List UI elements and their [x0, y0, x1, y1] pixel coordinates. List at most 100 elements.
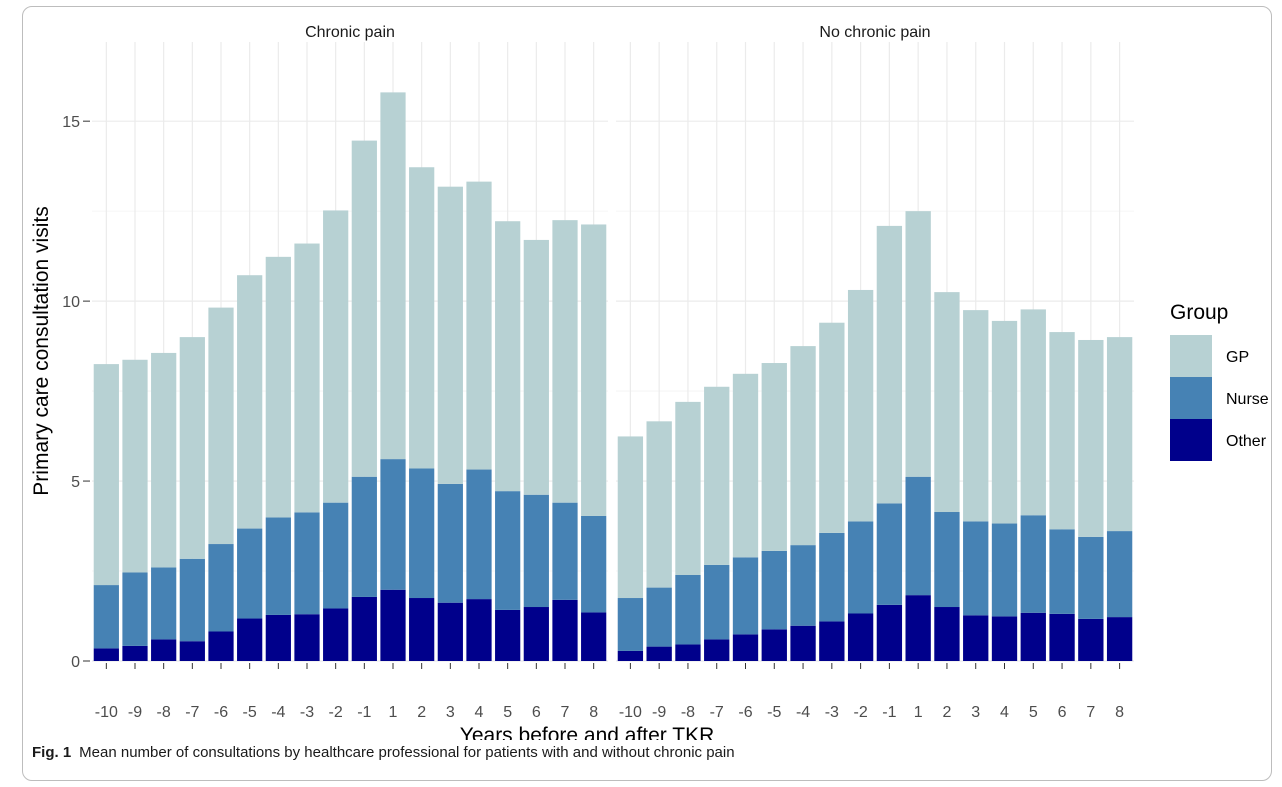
bar-no-chronic-nurse — [675, 574, 701, 645]
x-tick-label-no-chronic: -3 — [825, 704, 839, 721]
bar-chronic-other — [466, 599, 492, 661]
bar-chronic-other — [294, 614, 320, 661]
bar-no-chronic-gp — [1078, 339, 1104, 537]
bar-chronic-nurse — [523, 494, 549, 608]
bar-no-chronic-nurse — [790, 545, 816, 626]
bar-no-chronic-nurse — [991, 523, 1018, 617]
bar-no-chronic-gp — [704, 386, 730, 565]
bar-chronic-nurse — [552, 502, 578, 600]
bar-no-chronic-gp — [819, 322, 845, 533]
bar-no-chronic-gp — [646, 421, 672, 588]
bar-chronic-gp — [208, 307, 234, 545]
bar-no-chronic-other — [963, 615, 989, 661]
bar-no-chronic-nurse — [761, 550, 787, 630]
bar-chronic-gp — [581, 224, 607, 516]
bar-chronic-other — [122, 645, 148, 661]
bar-chronic-nurse — [208, 544, 234, 632]
bar-chronic-other — [495, 609, 521, 661]
bar-chronic-other — [552, 599, 578, 661]
x-tick-label-chronic: -8 — [157, 704, 171, 721]
x-tick-label-no-chronic: 5 — [1029, 704, 1038, 721]
x-tick-label-no-chronic: 4 — [1000, 704, 1009, 721]
legend-swatch-nurse — [1170, 377, 1212, 419]
x-tick-label-chronic: 7 — [561, 704, 570, 721]
bar-chronic-gp — [523, 239, 549, 495]
bar-no-chronic-gp — [847, 289, 874, 522]
bar-chronic-gp — [93, 364, 119, 586]
bar-no-chronic-gp — [1049, 332, 1075, 530]
x-tick-label-chronic: 2 — [417, 704, 426, 721]
x-tick-label-chronic: -5 — [243, 704, 257, 721]
bar-no-chronic-other — [617, 650, 644, 661]
bar-chronic-nurse — [495, 491, 521, 610]
bar-no-chronic-other — [790, 625, 816, 661]
bar-chronic-gp — [151, 352, 177, 568]
x-tick-label-no-chronic: -1 — [882, 704, 896, 721]
bar-chronic-gp — [409, 167, 435, 469]
bar-no-chronic-gp — [991, 320, 1018, 524]
bar-no-chronic-gp — [761, 363, 787, 551]
legend-label: Nurse — [1226, 391, 1269, 408]
x-tick-label-chronic: 4 — [475, 704, 484, 721]
x-tick-label-chronic: -9 — [128, 704, 142, 721]
bar-chronic-nurse — [437, 483, 463, 603]
x-tick-label-chronic: -10 — [95, 704, 118, 721]
bar-chronic-nurse — [265, 517, 291, 615]
x-tick-label-no-chronic: 2 — [942, 704, 951, 721]
bar-chronic-gp — [323, 210, 349, 503]
panel-title: No chronic pain — [819, 24, 930, 41]
bar-no-chronic-other — [761, 629, 787, 661]
x-tick-label-no-chronic: -6 — [738, 704, 752, 721]
bar-chronic-gp — [351, 140, 377, 477]
legend-swatch-other — [1170, 419, 1212, 461]
bar-no-chronic-other — [704, 639, 730, 661]
x-tick-label-no-chronic: 3 — [971, 704, 980, 721]
x-tick-label-chronic: 6 — [532, 704, 541, 721]
x-tick-label-chronic: 1 — [389, 704, 398, 721]
bar-chronic-other — [151, 639, 177, 661]
x-tick-label-chronic: -2 — [329, 704, 343, 721]
bar-no-chronic-nurse — [905, 476, 931, 596]
bar-no-chronic-gp — [876, 225, 903, 504]
x-tick-label-no-chronic: 7 — [1086, 704, 1095, 721]
bar-chronic-gp — [552, 220, 578, 503]
bar-no-chronic-other — [732, 634, 759, 661]
bar-no-chronic-other — [905, 595, 931, 661]
bar-no-chronic-other — [876, 604, 903, 661]
x-tick-label-no-chronic: -2 — [853, 704, 867, 721]
bar-no-chronic-gp — [790, 346, 816, 546]
bar-no-chronic-gp — [617, 436, 644, 599]
bar-chronic-other — [581, 612, 607, 661]
bar-chronic-gp — [294, 243, 320, 513]
bar-chronic-other — [437, 602, 463, 661]
x-tick-label-chronic: -1 — [357, 704, 371, 721]
bar-chronic-gp — [437, 186, 463, 484]
x-tick-label-chronic: 3 — [446, 704, 455, 721]
x-tick-label-chronic: -3 — [300, 704, 314, 721]
legend-label: Other — [1226, 433, 1267, 450]
bar-chronic-other — [323, 608, 349, 661]
y-axis-title: Primary care consultation visits — [30, 206, 53, 495]
bar-no-chronic-nurse — [1020, 515, 1046, 613]
bar-chronic-gp — [380, 92, 406, 460]
x-tick-label-no-chronic: 8 — [1115, 704, 1124, 721]
bar-no-chronic-gp — [1106, 337, 1133, 532]
bar-chronic-gp — [265, 256, 291, 518]
bar-no-chronic-nurse — [847, 521, 874, 614]
bar-no-chronic-gp — [934, 292, 960, 513]
bar-chronic-nurse — [581, 515, 607, 613]
bar-chronic-gp — [495, 221, 521, 492]
bar-no-chronic-other — [991, 616, 1018, 661]
bar-chronic-nurse — [237, 528, 263, 619]
bar-no-chronic-other — [1106, 617, 1133, 661]
x-tick-label-no-chronic: 1 — [914, 704, 923, 721]
bar-chronic-other — [523, 607, 549, 661]
bar-chronic-other — [265, 614, 291, 661]
bar-no-chronic-gp — [905, 211, 931, 477]
bar-chronic-nurse — [380, 459, 406, 590]
bar-no-chronic-gp — [675, 401, 701, 575]
bar-no-chronic-other — [675, 644, 701, 661]
bar-chronic-other — [380, 589, 406, 661]
bar-chronic-other — [409, 598, 435, 661]
bar-no-chronic-nurse — [732, 557, 759, 635]
